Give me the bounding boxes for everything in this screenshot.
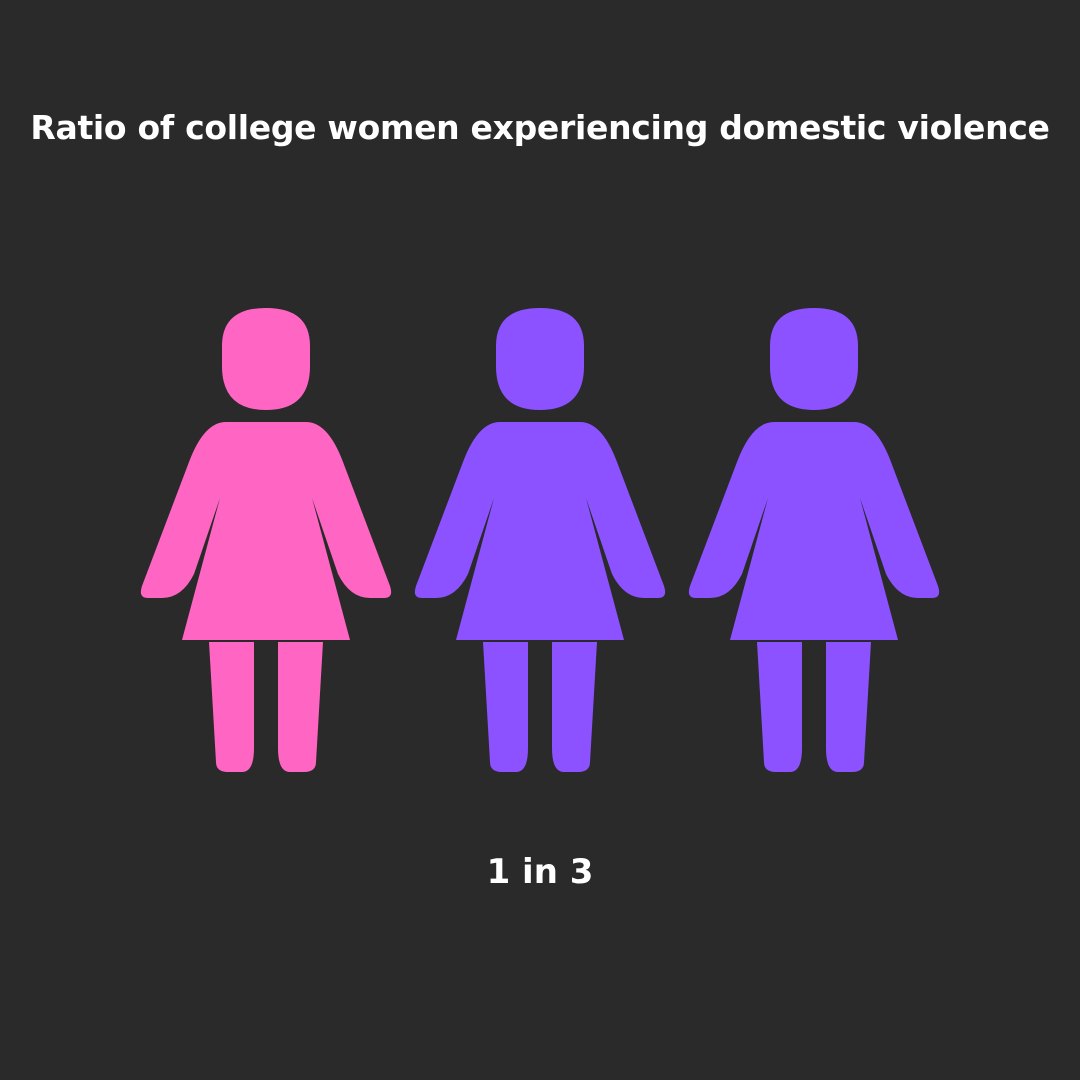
chart-title: Ratio of college women experiencing dome… xyxy=(30,108,1050,147)
ratio-label: 1 in 3 xyxy=(486,852,594,892)
woman-icon xyxy=(688,308,940,772)
woman-icon xyxy=(414,308,666,772)
woman-icon-highlighted xyxy=(140,308,392,772)
